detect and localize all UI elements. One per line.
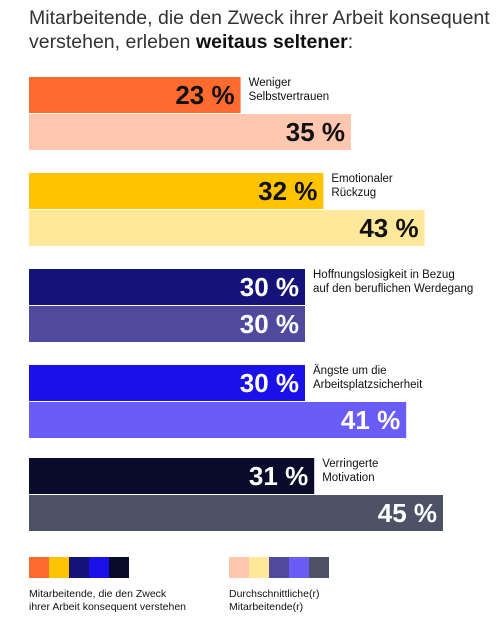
legend-swatch-purposeful-0 [29,557,49,578]
title-prefix: Mitarbeitende, die den Zweck ihrer Arbei… [29,7,490,53]
bar-average-1 [29,210,425,246]
bar-purposeful-1 [29,173,324,209]
title-suffix: : [347,31,354,53]
legend-swatch-average-2 [269,557,289,578]
legend-label-average: Durchschnittliche(r) Mitarbeitende(r) [229,588,320,613]
category-label-2-line-1: auf den beruflichen Werdegang [313,283,473,295]
bar-average-0 [29,114,351,150]
bar-value-label-purposeful-4: 31 % [249,461,308,491]
bar-value-label-average-2: 30 % [240,309,299,339]
legend-swatch-purposeful-3 [89,557,109,578]
legend-label-purposeful: Mitarbeitende, die den Zweck ihrer Arbei… [29,588,187,613]
category-label-0-line-0: Weniger [249,77,292,89]
bar-value-label-average-4: 45 % [378,498,437,528]
bar-purposeful-0 [29,77,241,113]
bar-average-2 [29,306,305,342]
bar-value-label-purposeful-0: 23 % [175,80,234,110]
bar-purposeful-3 [29,365,305,401]
bar-value-label-purposeful-3: 30 % [240,368,299,398]
bar-purposeful-2 [29,269,305,305]
category-label-1-line-1: Rückzug [331,187,376,199]
category-label-4-line-1: Motivation [322,472,374,484]
bar-purposeful-4 [29,458,315,494]
category-label-2-line-0: Hoffnungslosigkeit in Bezug [313,269,455,281]
legend-swatch-purposeful-1 [49,557,69,578]
legend-swatch-average-4 [309,557,329,578]
category-label-3-line-0: Ängste um die [313,365,387,377]
chart-title: Mitarbeitende, die den Zweck ihrer Arbei… [29,6,494,54]
bar-value-label-average-0: 35 % [286,117,345,147]
bar-value-label-average-1: 43 % [359,213,418,243]
bar-average-4 [29,495,443,531]
legend-swatch-purposeful-2 [69,557,89,578]
bar-value-label-purposeful-1: 32 % [258,176,317,206]
bar-value-label-average-3: 41 % [341,405,400,435]
category-label-1-line-0: Emotionaler [331,173,393,185]
legend-swatch-average-0 [229,557,249,578]
title-emphasis: weitaus seltener [195,31,348,53]
category-label-3-line-1: Arbeitsplatzsicherheit [313,379,423,391]
category-label-0-line-1: Selbstvertrauen [249,91,330,103]
legend-swatch-purposeful-4 [109,557,129,578]
bar-average-3 [29,402,407,438]
legend-swatch-average-1 [249,557,269,578]
legend-swatch-average-3 [289,557,309,578]
bar-value-label-purposeful-2: 30 % [240,272,299,302]
category-label-4-line-0: Verringerte [322,458,378,470]
